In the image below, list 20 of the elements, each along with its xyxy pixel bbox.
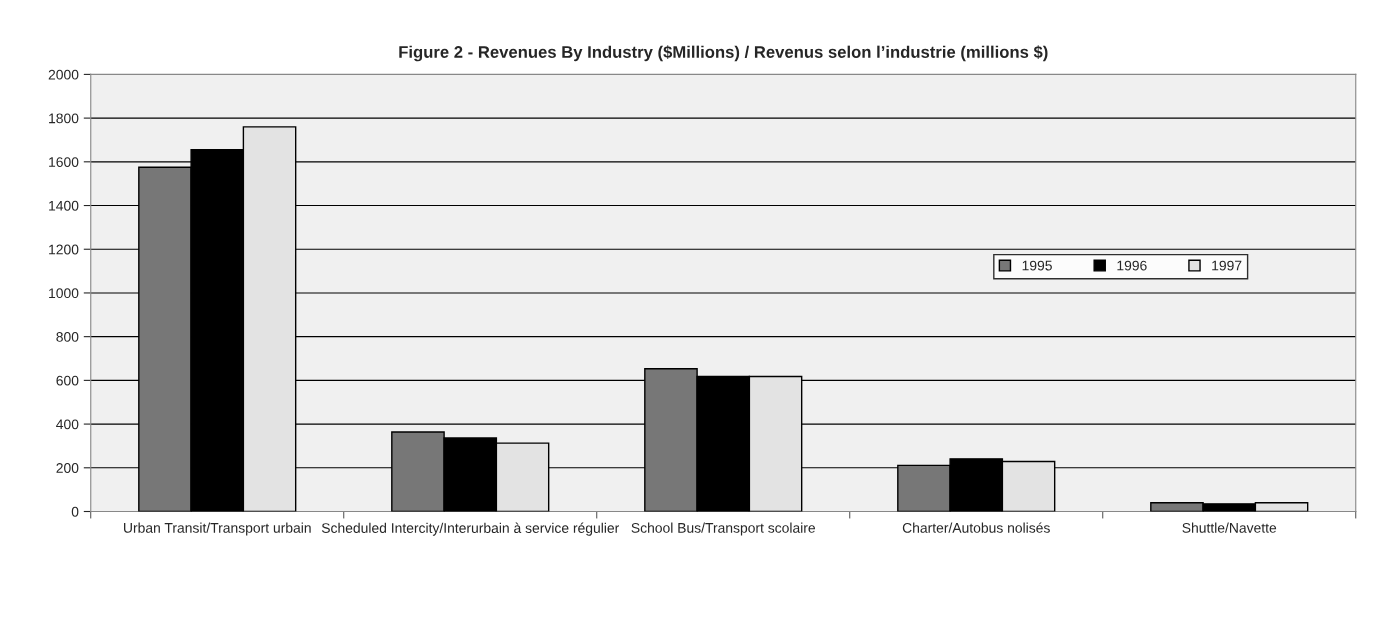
y-tick-label: 1800 <box>49 113 79 124</box>
y-tick-label: 2000 <box>48 69 79 80</box>
x-tick-label: Urban Transit/Transport urbain <box>124 522 311 536</box>
y-tick-label: 1400 <box>49 200 79 211</box>
chart-title: Figure 2 - Revenues By Industry ($Millions) / Revenus selon l’industrie (millions $) <box>399 45 1048 62</box>
y-tick-label: 600 <box>56 375 79 386</box>
y-tick-label: 400 <box>56 419 79 430</box>
y-tick-label: 0 <box>71 506 79 517</box>
legend-label: 1995 <box>1022 260 1052 271</box>
y-tick-label: 1600 <box>49 157 79 167</box>
y-tick-label: 200 <box>56 463 79 473</box>
y-tick-label: 1200 <box>49 244 79 255</box>
x-tick-label: Charter/Autobus nolisés <box>902 522 1050 533</box>
legend-label: 1997 <box>1212 260 1242 271</box>
y-tick-label: 800 <box>56 331 79 342</box>
x-tick-label: School Bus/Transport scolaire <box>631 522 816 536</box>
x-tick-label: Scheduled Intercity/Interurbain à service régulier <box>321 522 620 536</box>
y-tick-label: 1000 <box>49 288 79 299</box>
x-tick-label: Shuttle/Navette <box>1182 522 1277 533</box>
legend-label: 1996 <box>1117 260 1147 271</box>
